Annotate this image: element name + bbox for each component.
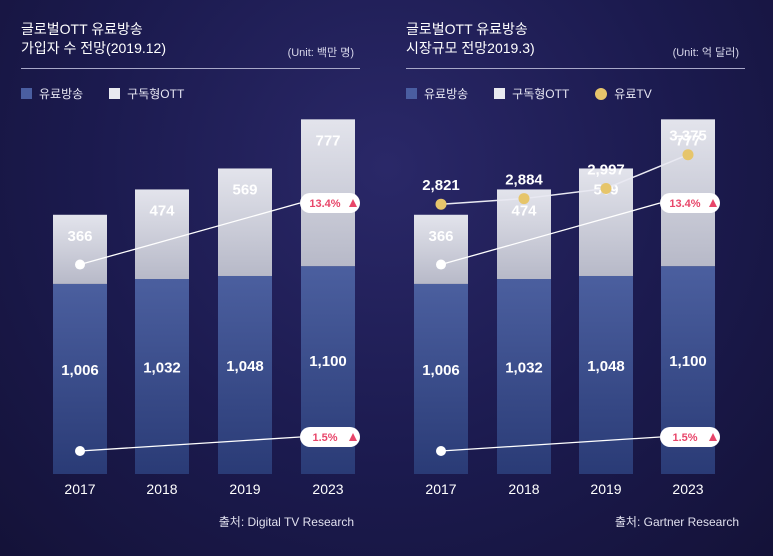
data-label-paid-tv-2019: 1,048 (587, 358, 625, 375)
data-label-paid-tv-2017: 1,006 (61, 362, 99, 379)
data-label-paid-tv-2018: 1,032 (143, 360, 181, 377)
chart-title-line2: 시장규모 전망2019.3) (406, 40, 535, 56)
data-label-ott-2018: 474 (149, 202, 175, 219)
bar-paid-tv-2018 (135, 279, 189, 474)
bar-ott-2018 (135, 189, 189, 280)
legend-label-paid-tv-line: 유료TV (614, 87, 652, 101)
data-label-paid-tv-line-2018: 2,884 (505, 172, 543, 189)
legend-label-paid-tv: 유료방송 (424, 87, 469, 101)
trend-line-paid-tv (79, 436, 301, 452)
growth-badge-paid-tv-up-arrow-icon (349, 433, 357, 441)
source-note: 출처: Gartner Research (614, 515, 739, 529)
legend-item-ott: 구독형OTT (109, 85, 184, 102)
trend-dot-ott (75, 259, 85, 270)
point-paid-tv-2018 (518, 193, 530, 205)
x-tick-label-2019: 2019 (229, 481, 260, 497)
legend-swatch-paid-tv (406, 88, 417, 99)
data-label-ott-2018: 474 (511, 202, 537, 219)
unit-label: (Unit: 백만 명) (287, 47, 354, 59)
data-label-ott-2023: 777 (675, 132, 700, 149)
bar-paid-tv-2018 (497, 279, 551, 474)
growth-badge-ott-bg (300, 193, 360, 214)
data-label-ott-2017: 366 (428, 228, 453, 245)
data-label-paid-tv-line-2019: 2,997 (587, 161, 625, 178)
bar-ott-2019 (218, 168, 272, 276)
data-label-paid-tv-line-2017: 2,821 (422, 177, 460, 194)
legend-item-paid-tv: 유료방송 (406, 85, 468, 102)
data-label-ott-2019: 569 (232, 181, 257, 198)
bar-paid-tv-2017 (414, 283, 468, 474)
growth-badge-ott-text: 13.4% (309, 198, 340, 210)
stacked-bar-chart: 1,006 366 2017 1,032 474 2018 1,048 569 2019 1,10… (53, 119, 360, 497)
trend-line-ott (79, 202, 301, 266)
x-tick-label-2023: 2023 (672, 481, 703, 497)
legend-item-paid-tv: 유료방송 (21, 85, 83, 102)
bar-ott-2017 (414, 214, 468, 284)
legend-swatch-ott (109, 88, 121, 99)
legend-label-paid-tv: 유료방송 (39, 87, 84, 101)
title-divider (406, 68, 745, 69)
bar-paid-tv-2017 (53, 283, 107, 474)
data-label-paid-tv-2023: 1,100 (309, 353, 347, 370)
legend-swatch-paid-tv (21, 88, 32, 99)
trend-dot-paid-tv (436, 446, 446, 456)
data-label-paid-tv-2018: 1,032 (505, 360, 543, 377)
growth-badge-ott-text: 13.4% (669, 198, 700, 210)
data-label-paid-tv-2019: 1,048 (226, 358, 264, 375)
unit-label: (Unit: 억 달러) (672, 47, 739, 59)
data-label-paid-tv-2017: 1,006 (422, 362, 460, 379)
legend-label-ott: 구독형OTT (127, 87, 185, 101)
point-paid-tv-2019 (600, 182, 612, 194)
growth-badge-paid-tv-text: 1.5% (312, 432, 337, 444)
point-paid-tv-2017 (435, 198, 447, 210)
trend-line-ott (440, 202, 661, 266)
data-label-ott-2023: 777 (315, 132, 340, 149)
legend: 유료방송 구독형OTT 유료TV (406, 85, 652, 102)
chart-title: 글로벌OTT 유료방송 가입자 수 전망(2019.12) (21, 20, 166, 58)
chart-title: 글로벌OTT 유료방송 시장규모 전망2019.3) (406, 20, 535, 58)
growth-badge-paid-tv-text: 1.5% (672, 432, 697, 444)
legend: 유료방송 구독형OTT (21, 85, 184, 102)
legend-label-ott: 구독형OTT (512, 87, 570, 101)
x-tick-label-2017: 2017 (64, 481, 95, 497)
title-divider (21, 68, 360, 69)
chart-title-line1: 글로벌OTT 유료방송 (21, 21, 143, 37)
growth-badge-ott-up-arrow-icon (349, 199, 357, 208)
source-note: 출처: Digital TV Research (218, 515, 354, 529)
x-tick-label-2018: 2018 (146, 481, 177, 497)
x-tick-label-2017: 2017 (425, 481, 456, 497)
legend-swatch-paid-tv-line (595, 87, 608, 100)
bar-ott-2023 (661, 119, 715, 267)
data-label-ott-2017: 366 (67, 228, 92, 245)
growth-badge-paid-tv-up-arrow-icon (709, 433, 717, 441)
chart-panel-subscribers: 글로벌OTT 유료방송 가입자 수 전망(2019.12) (Unit: 백만 … (0, 0, 360, 556)
growth-badge-paid-tv-bg (660, 427, 720, 447)
growth-badge-ott-up-arrow-icon (709, 199, 717, 208)
chart-panel-market-size: 글로벌OTT 유료방송 시장규모 전망2019.3) (Unit: 억 달러) … (385, 0, 745, 556)
data-label-paid-tv-2023: 1,100 (669, 353, 707, 370)
chart-title-line1: 글로벌OTT 유료방송 (406, 21, 528, 37)
chart-title-line2: 가입자 수 전망(2019.12) (21, 40, 166, 56)
data-label-paid-tv-line-2023: 3,375 (669, 128, 707, 145)
growth-badge-ott-bg (660, 193, 720, 214)
trend-dot-paid-tv (75, 446, 85, 456)
legend-item-paid-tv-line: 유료TV (595, 85, 652, 102)
trend-line-paid-tv (440, 436, 661, 452)
bar-ott-2023 (301, 119, 355, 267)
stacked-bar-line-chart: 1,00636620171,03247420181,04856920191,10… (414, 119, 720, 497)
legend-item-ott: 구독형OTT (494, 85, 569, 102)
x-tick-label-2019: 2019 (590, 481, 621, 497)
bar-ott-2018 (497, 189, 551, 280)
growth-badge-paid-tv-bg (300, 427, 360, 447)
x-tick-label-2023: 2023 (312, 481, 343, 497)
line-paid-tv-series (440, 154, 689, 205)
point-paid-tv-2023 (682, 149, 694, 161)
legend-swatch-ott (494, 88, 506, 99)
trend-dot-ott (436, 259, 446, 270)
x-tick-label-2018: 2018 (508, 481, 539, 497)
bar-ott-2017 (53, 214, 107, 284)
